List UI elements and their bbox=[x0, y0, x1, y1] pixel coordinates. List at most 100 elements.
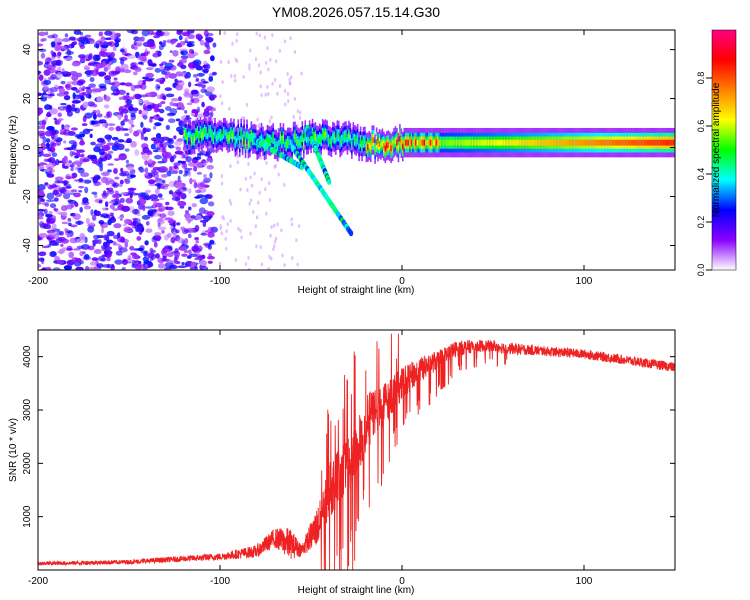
spectrogram-noise-cell bbox=[38, 264, 42, 268]
spectrogram-noise-cell bbox=[100, 44, 109, 49]
spectrogram-ridge-cell bbox=[396, 139, 398, 146]
spectrogram-noise-cell bbox=[85, 93, 92, 99]
spectrogram-ridge-cell bbox=[272, 134, 275, 141]
spectrogram-noise-cell bbox=[244, 262, 248, 267]
spectrogram-ridge-cell bbox=[189, 131, 192, 138]
spectrogram-ridge-cell bbox=[397, 144, 400, 151]
spectrogram-noise-cell bbox=[119, 179, 124, 185]
spectrogram-noise-cell bbox=[71, 103, 76, 110]
spectrogram-ridge-cell bbox=[436, 139, 439, 146]
spectrogram-ridge-cell bbox=[646, 139, 649, 146]
colorbar-tick-label: 0.6 bbox=[696, 120, 706, 133]
spectrogram-noise-cell bbox=[75, 266, 84, 270]
spectrogram-ridge-cell bbox=[387, 142, 390, 149]
spectrogram-ridge-cell bbox=[512, 139, 515, 146]
spectrogram-ridge-cell bbox=[185, 130, 187, 137]
spectrogram-noise-cell bbox=[270, 256, 273, 261]
spectrogram-noise-cell bbox=[206, 255, 216, 260]
spectrogram-noise-cell bbox=[66, 245, 73, 250]
spectrogram-ridge-cell bbox=[285, 142, 288, 149]
spectrogram-ridge-cell bbox=[358, 143, 360, 150]
spectrogram-noise-cell bbox=[57, 236, 67, 242]
spectrogram-noise-cell bbox=[72, 213, 81, 220]
spectrogram-noise-cell bbox=[133, 84, 143, 89]
spectrogram-noise-cell bbox=[53, 242, 60, 246]
spectrogram-noise-cell bbox=[147, 179, 156, 185]
spectrogram-ridge-cell bbox=[572, 139, 574, 146]
spectrogram-ridge-cell bbox=[307, 136, 309, 143]
spectrogram-noise-cell bbox=[38, 251, 47, 257]
spectrogram-noise-cell bbox=[42, 153, 52, 157]
spectrogram-noise-cell bbox=[190, 215, 196, 219]
spectrogram-noise-cell bbox=[175, 80, 179, 84]
spectrogram-noise-cell bbox=[90, 69, 99, 77]
spectrogram-noise-cell bbox=[145, 206, 154, 209]
spectrogram-noise-cell bbox=[130, 140, 137, 148]
spectrogram-ridge-cell bbox=[553, 139, 556, 146]
spectrogram-noise-cell bbox=[45, 266, 52, 270]
spectrogram-ridge-cell bbox=[669, 139, 672, 146]
spectrogram-noise-cell bbox=[109, 212, 115, 217]
spectrogram-noise-cell bbox=[265, 211, 268, 216]
spectrogram-noise-cell bbox=[117, 139, 125, 143]
spectrogram-ridge-cell bbox=[201, 132, 203, 139]
spectrogram-ridge-cell bbox=[460, 139, 462, 146]
spectrogram-noise-cell bbox=[72, 151, 76, 156]
spectrogram-noise-cell bbox=[175, 222, 181, 226]
spectrogram-noise-cell bbox=[80, 96, 84, 101]
spectrogram-noise-cell bbox=[86, 73, 92, 77]
spectrogram-ridge-cell bbox=[630, 139, 633, 146]
spectrogram-noise-cell bbox=[168, 73, 177, 79]
spectrogram-noise-cell bbox=[147, 159, 153, 164]
spectrogram-noise-cell bbox=[155, 133, 162, 139]
spectrogram-noise-cell bbox=[112, 45, 117, 52]
spectrogram-noise-cell bbox=[92, 242, 96, 247]
spectrogram-noise-cell bbox=[88, 266, 98, 270]
spectrogram-noise-cell bbox=[117, 89, 126, 95]
spectrogram-ridge-cell bbox=[211, 132, 213, 139]
spectrogram-ridge-cell bbox=[206, 133, 209, 140]
spectrogram-ridge-cell bbox=[228, 134, 231, 141]
spectrogram-xtick-label: 100 bbox=[576, 276, 593, 287]
spectrogram-ridge-cell bbox=[221, 134, 224, 140]
spectrogram-ridge-cell bbox=[537, 139, 540, 146]
spectrogram-noise-cell bbox=[128, 110, 137, 114]
spectrogram-noise-cell bbox=[168, 59, 175, 63]
spectrogram-noise-cell bbox=[60, 102, 67, 106]
spectrogram-noise-cell bbox=[229, 164, 232, 169]
spectrogram-noise-cell bbox=[124, 148, 130, 152]
spectrogram-ridge-cell bbox=[604, 139, 606, 146]
spectrogram-noise-cell bbox=[259, 70, 262, 75]
spectrogram-noise-cell bbox=[100, 176, 109, 184]
spectrogram-noise-cell bbox=[73, 192, 81, 198]
spectrogram-noise-cell bbox=[71, 100, 81, 104]
spectrogram-noise-cell bbox=[92, 54, 99, 62]
spectrogram-noise-cell bbox=[180, 64, 187, 70]
spectrogram-noise-cell bbox=[121, 108, 129, 114]
spectrogram-noise-cell bbox=[45, 213, 53, 218]
spectrogram-noise-cell bbox=[38, 60, 44, 66]
spectrogram-noise-cell bbox=[38, 147, 43, 152]
spectrogram-ridge-cell bbox=[653, 139, 656, 146]
spectrogram-noise-cell bbox=[104, 250, 108, 255]
spectrogram-noise-cell bbox=[112, 168, 118, 174]
spectrogram-ridge-cell bbox=[579, 139, 582, 146]
spectrogram-noise-cell bbox=[249, 175, 252, 180]
spectrogram-noise-cell bbox=[123, 229, 133, 233]
spectrogram-noise-cell bbox=[205, 229, 214, 233]
spectrogram-noise-cell bbox=[290, 217, 293, 222]
spectrogram-noise-cell bbox=[180, 50, 184, 55]
spectrogram-noise-cell bbox=[157, 205, 166, 212]
spectrogram-noise-cell bbox=[176, 30, 183, 36]
spectrogram-noise-cell bbox=[48, 211, 53, 215]
spectrogram-noise-cell bbox=[288, 77, 291, 82]
spectrogram-noise-cell bbox=[50, 251, 57, 256]
spectrogram-ridge-cell bbox=[588, 139, 590, 146]
spectrogram-ridge-cell bbox=[340, 137, 343, 144]
spectrogram-noise-cell bbox=[62, 74, 69, 77]
spectrogram-noise-cell bbox=[247, 255, 250, 260]
spectrogram-noise-cell bbox=[138, 109, 142, 115]
spectrogram-noise-cell bbox=[130, 114, 137, 121]
spectrogram-noise-cell bbox=[51, 215, 57, 222]
spectrogram-noise-cell bbox=[212, 42, 217, 48]
